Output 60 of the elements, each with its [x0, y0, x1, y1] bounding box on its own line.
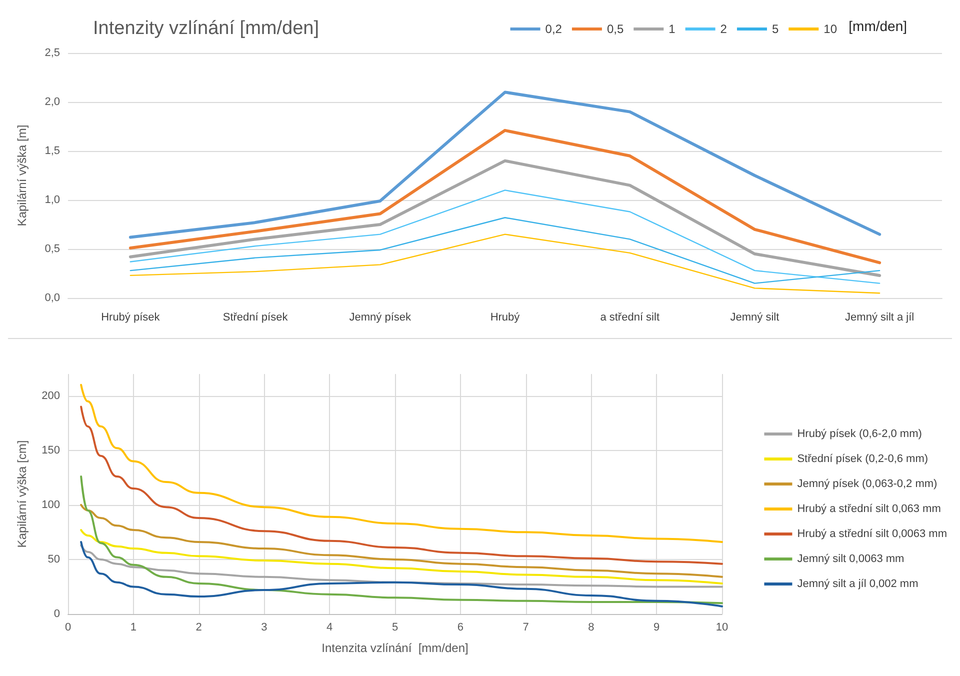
legend-label: Jemný písek (0,063-0,2 mm)	[797, 478, 938, 490]
line-series	[130, 234, 880, 294]
y-tick-label: 0,5	[44, 243, 60, 255]
line-series	[128, 159, 882, 277]
x-tick-label: 10	[716, 622, 728, 634]
legend-label: 2	[720, 22, 728, 36]
x-tick-label: 2	[196, 622, 202, 634]
legend-label: 0,5	[606, 22, 624, 36]
y-tick-label: 50	[48, 553, 60, 566]
y-tick-label: 2,5	[44, 47, 60, 59]
legend-label: Hrubý a střední silt 0,063 mm	[797, 503, 941, 515]
x-tick-label: Hrubý písek	[101, 312, 160, 324]
legend-title: [mm/den]	[848, 18, 908, 34]
y-tick-label: 150	[42, 444, 60, 456]
x-tick-label: Jemný silt a jíl	[845, 312, 914, 324]
x-tick-label: Jemný písek	[349, 312, 412, 324]
y-tick-label: 100	[42, 498, 60, 511]
line-series	[80, 406, 723, 565]
y-axis-title: Kapilární výška [m]	[15, 124, 29, 226]
y-tick-label: 0	[54, 608, 60, 620]
legend-label: 10	[824, 22, 838, 36]
chart-title: Intenzity vzlínání [mm/den]	[93, 18, 319, 39]
legend-label: 0,2	[545, 22, 562, 36]
y-tick-label: 200	[42, 390, 60, 402]
line-series	[130, 217, 880, 284]
line-series	[128, 90, 882, 239]
x-tick-label: 3	[261, 622, 268, 634]
legend-label: Střední písek (0,2-0,6 mm)	[797, 453, 928, 465]
y-axis-title: Kapilární výška [cm]	[15, 440, 29, 548]
x-tick-label: 5	[392, 622, 398, 634]
x-tick-label: 0	[64, 622, 72, 634]
line-series	[80, 541, 723, 608]
y-tick-label: 0,0	[44, 292, 60, 304]
x-tick-label: 1	[130, 622, 136, 634]
x-tick-label: a střední silt	[600, 312, 660, 324]
x-tick-label: 8	[588, 622, 594, 634]
x-tick-label: 9	[654, 622, 660, 634]
line-series	[80, 544, 723, 588]
line-series	[80, 384, 723, 543]
y-tick-label: 2,0	[44, 96, 60, 108]
x-tick-label: Hrubý	[490, 312, 520, 324]
y-tick-label: 1,0	[44, 194, 60, 206]
x-tick-label: 4	[326, 622, 333, 634]
legend-label: Jemný silt a jíl 0,002 mm	[797, 578, 918, 590]
x-tick-label: 7	[522, 622, 529, 634]
legend-label: 5	[772, 22, 779, 36]
legend-label: 1	[668, 22, 676, 36]
x-axis-title: Intenzita vzlínání [mm/den]	[322, 641, 468, 655]
legend-label: Hrubý písek (0,6-2,0 mm)	[797, 428, 922, 440]
line-series	[130, 190, 880, 284]
x-tick-label: Jemný silt	[730, 312, 780, 324]
x-tick-label: 6	[457, 622, 464, 634]
line-series	[80, 476, 723, 604]
y-tick-label: 1,5	[44, 145, 60, 157]
line-series	[128, 128, 882, 264]
legend-label: Hrubý a střední silt 0,0063 mm	[797, 528, 948, 540]
line-series	[80, 529, 723, 584]
legend-label: Jemný silt 0,0063 mm	[797, 553, 904, 565]
line-series	[80, 504, 723, 578]
x-tick-label: Střední písek	[222, 312, 288, 324]
